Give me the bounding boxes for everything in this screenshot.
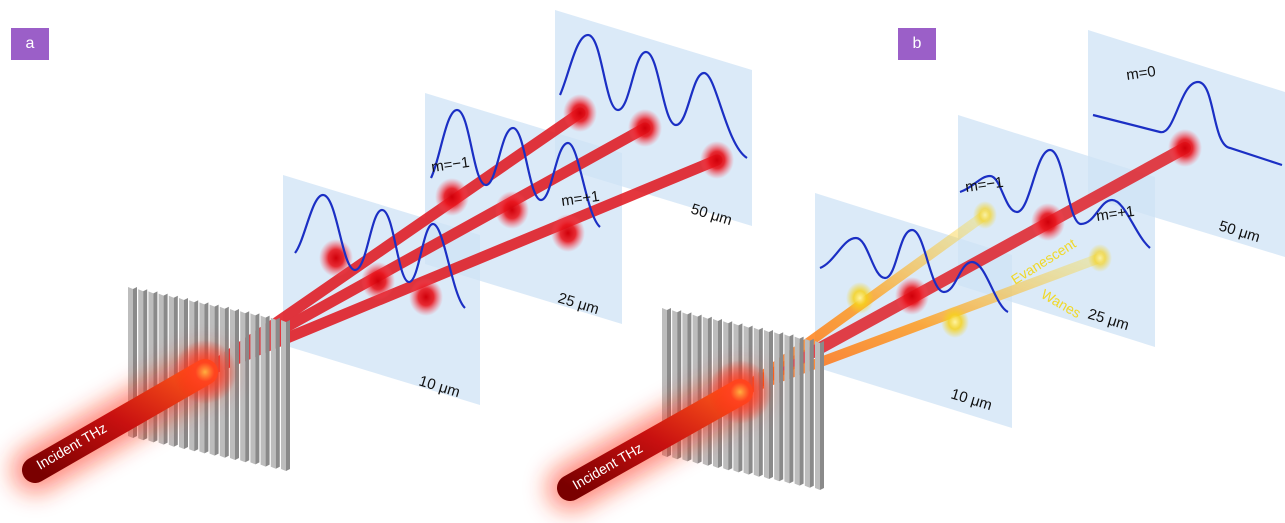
grating-slat-side — [789, 334, 794, 484]
grating-slat — [815, 341, 820, 490]
grating-slat — [784, 334, 790, 484]
panel-b-badge: b — [898, 28, 936, 60]
wave-profiles — [294, 33, 748, 309]
grating-slat-side — [799, 336, 804, 486]
incident-beam — [12, 340, 237, 493]
beam-spots — [846, 129, 1202, 338]
wave-50um — [558, 33, 748, 159]
order-label-minus1: m=−1 — [430, 154, 470, 176]
grating-slat — [804, 338, 810, 488]
incident-beam — [547, 360, 772, 511]
grating-slat — [281, 320, 286, 471]
grating-slat — [240, 311, 246, 463]
grating-slat — [250, 313, 256, 465]
grating-slat — [774, 332, 780, 482]
grating-slat-side — [265, 315, 270, 467]
grating-slat-side — [286, 320, 290, 471]
order-label-plus1: m=+1 — [560, 188, 600, 210]
order-label-plus1: m=+1 — [1095, 203, 1135, 225]
grating-slat — [794, 336, 800, 486]
wave-50um — [1092, 80, 1283, 167]
grating-slat — [260, 315, 266, 467]
wave-10um — [294, 193, 466, 309]
grating-slat — [270, 317, 276, 469]
wave-10um — [819, 228, 1009, 313]
grating-slat-side — [245, 311, 250, 463]
grating-slat-side — [275, 317, 280, 469]
grating-slat-side — [769, 330, 773, 479]
order-label-minus1: m=−1 — [964, 174, 1004, 196]
grating-slat-side — [809, 338, 814, 488]
grating-slat-side — [779, 332, 784, 482]
panel-a: Incident THz m=−1 m=+1 10 μm 25 μm 50 μm — [12, 10, 752, 493]
wave-25um — [430, 108, 601, 228]
grating-slat-side — [820, 341, 824, 490]
panel-a-badge: a — [11, 28, 49, 60]
grating-slat-side — [255, 313, 260, 465]
grating-slat-side — [235, 309, 239, 460]
wave-profiles — [819, 80, 1283, 313]
wave-25um — [959, 148, 1151, 249]
panel-b: Incident THz m=−1 m=+1 m=0 Evanescent Wa… — [547, 30, 1285, 511]
order-label-0: m=0 — [1125, 63, 1157, 84]
